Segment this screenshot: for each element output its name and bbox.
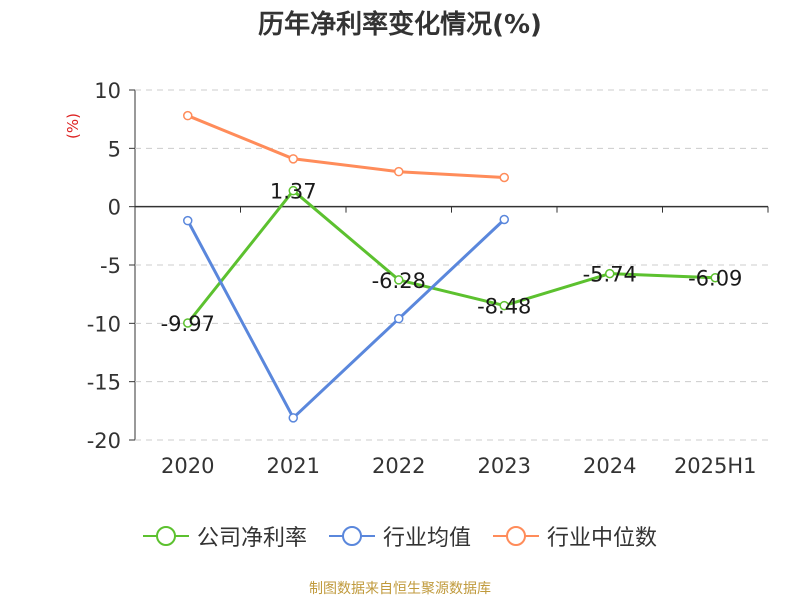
chart-title: 历年净利率变化情况(%) — [258, 10, 542, 40]
data-point — [394, 166, 404, 177]
legend-label: 公司净利率 — [196, 526, 307, 551]
y-tick-label: 5 — [108, 137, 121, 161]
x-tick-label: 2024 — [583, 454, 636, 478]
legend-item-industry-median[interactable]: 行业中位数 — [493, 520, 657, 552]
legend-item-company[interactable]: 公司净利率 — [142, 520, 307, 552]
y-tick-label: -15 — [87, 371, 121, 395]
y-tick-label: -5 — [100, 254, 121, 278]
data-point — [499, 300, 509, 311]
legend: 公司净利率 行业均值 行业中位数 — [0, 520, 800, 552]
y-tick-label: 10 — [94, 79, 121, 103]
series-line-0 — [186, 189, 716, 324]
data-point — [499, 172, 509, 183]
data-point — [394, 275, 404, 285]
data-point — [710, 272, 720, 283]
data-point — [183, 318, 193, 328]
data-point — [183, 215, 193, 226]
data-point — [605, 268, 615, 279]
series-line-1 — [186, 218, 506, 420]
legend-label: 行业均值 — [382, 526, 471, 551]
y-tick-label: -20 — [87, 429, 121, 453]
data-label: -8.48 — [477, 295, 531, 319]
y-axis-label: (%) — [64, 113, 82, 139]
legend-label: 行业中位数 — [547, 526, 658, 551]
x-tick-label: 2021 — [267, 454, 320, 478]
data-point — [183, 110, 193, 121]
x-tick-label: 2023 — [478, 454, 531, 478]
legend-line-circle-icon — [493, 526, 539, 546]
data-point — [499, 214, 509, 225]
x-tick-label: 2022 — [372, 454, 425, 478]
data-label: -5.74 — [583, 263, 637, 287]
data-point — [288, 413, 298, 423]
data-label: 1.37 — [270, 180, 317, 204]
data-point — [288, 154, 298, 164]
data-label: -6.28 — [372, 269, 426, 293]
legend-line-circle-icon — [142, 526, 189, 546]
legend-item-industry-mean[interactable]: 行业均值 — [328, 520, 471, 552]
x-tick-label: 2020 — [161, 454, 214, 478]
y-tick-label: -10 — [87, 312, 121, 336]
legend-line-circle-icon — [328, 526, 375, 546]
y-tick-label: 0 — [108, 196, 121, 220]
source-footer: 制图数据来自恒生聚源数据库 — [309, 581, 491, 597]
series-line-2 — [187, 114, 505, 179]
data-point — [288, 185, 298, 196]
data-label: -9.97 — [161, 312, 215, 336]
x-tick-label: 2025H1 — [674, 454, 757, 478]
data-label: -6.09 — [688, 267, 742, 291]
data-point — [394, 313, 404, 324]
